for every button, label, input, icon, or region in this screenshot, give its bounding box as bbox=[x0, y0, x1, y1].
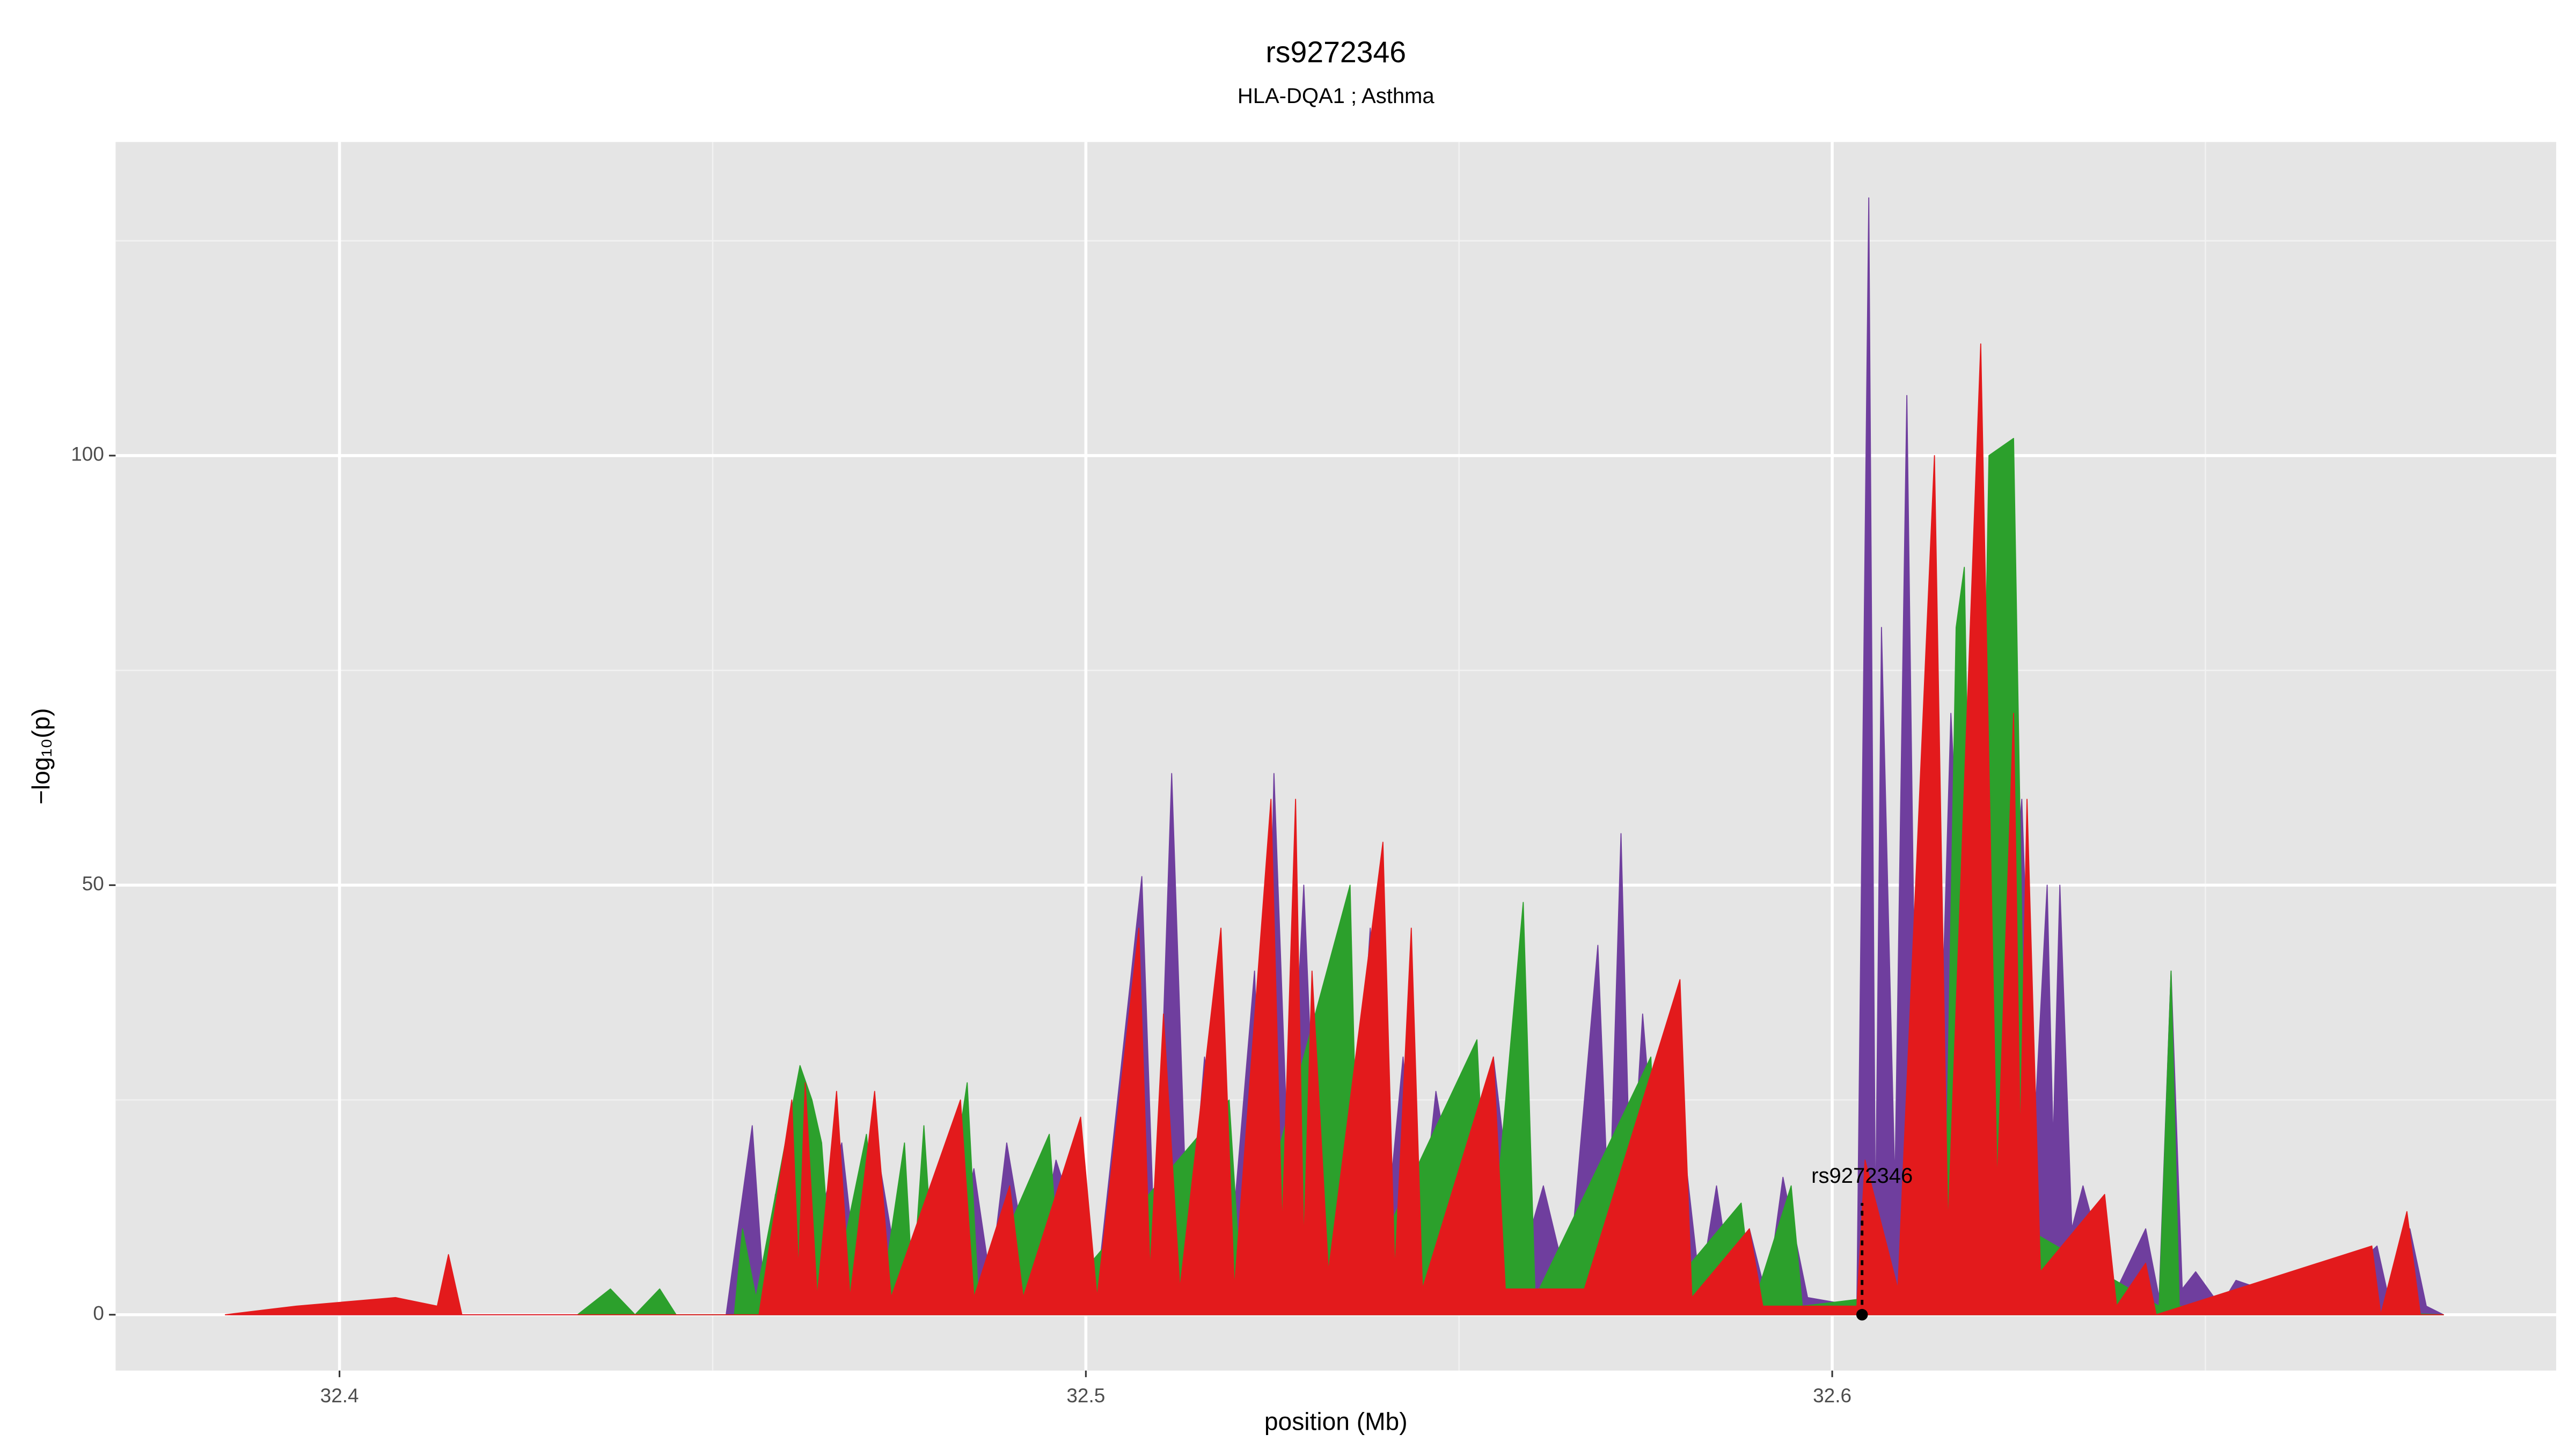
x-tick-label: 32.6 bbox=[1813, 1385, 1851, 1407]
x-tick-label: 32.5 bbox=[1066, 1385, 1105, 1407]
y-tick-label: 100 bbox=[71, 443, 104, 465]
chart-title: rs9272346 bbox=[1265, 35, 1406, 69]
annotation: rs9272346 bbox=[1811, 1164, 1913, 1321]
x-tick-label: 32.4 bbox=[320, 1385, 359, 1407]
chart-subtitle: HLA-DQA1 ; Asthma bbox=[1238, 84, 1435, 108]
y-tick-label: 0 bbox=[93, 1302, 104, 1324]
x-axis-label: position (Mb) bbox=[1264, 1407, 1408, 1435]
y-tick-label: 50 bbox=[82, 873, 104, 895]
axes: 0 50 100 32.4 32.5 32.6 bbox=[71, 443, 1851, 1407]
annotation-label: rs9272346 bbox=[1811, 1164, 1913, 1188]
annotation-point bbox=[1856, 1309, 1868, 1321]
areas bbox=[224, 197, 2445, 1315]
y-axis-label: −log₁₀(p) bbox=[27, 708, 55, 804]
area bbox=[224, 343, 2445, 1315]
